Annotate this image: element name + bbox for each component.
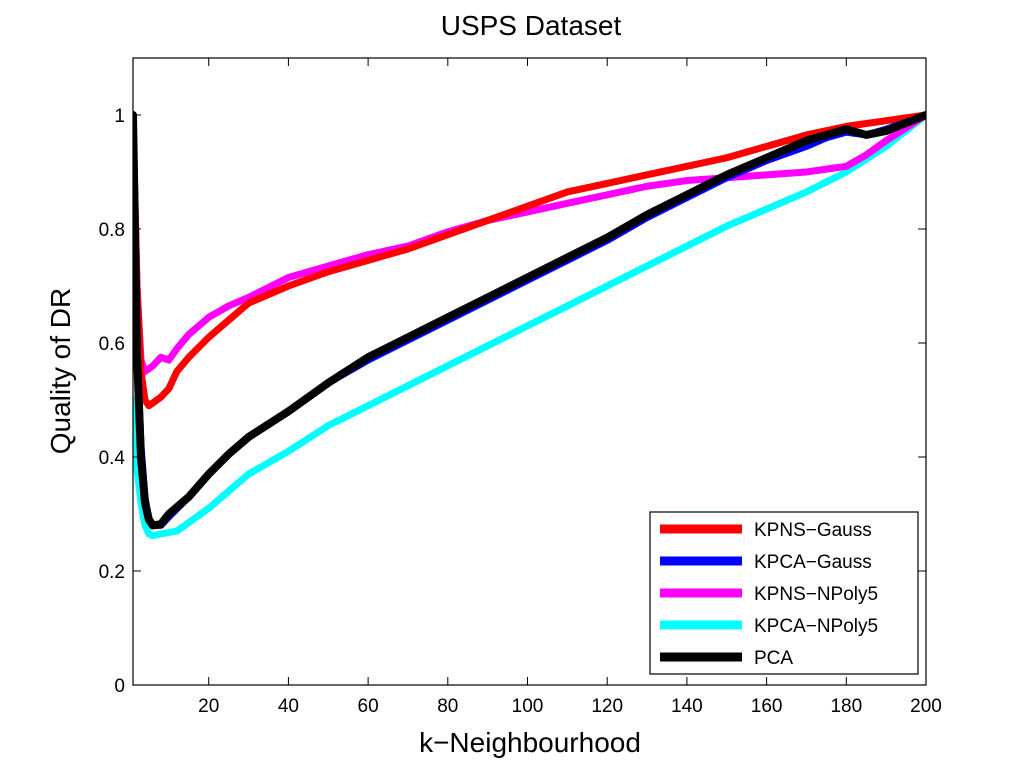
x-tick-label: 180: [830, 696, 862, 717]
x-tick-label: 80: [437, 696, 458, 717]
y-tick-label: 0.6: [99, 334, 125, 355]
y-axis-label: Quality of DR: [45, 288, 76, 455]
x-tick-label: 140: [671, 696, 703, 717]
plot-area: 20 40 60 80 100 120 140 160 180 200 0 0.2 0.4 0.6 0.8 1: [99, 57, 942, 717]
legend-label: KPCA−Gauss: [754, 552, 872, 573]
chart-title: USPS Dataset: [441, 10, 622, 41]
x-tick-label: 200: [910, 696, 942, 717]
legend-label: KPNS−NPoly5: [754, 584, 878, 605]
series-line-4: [133, 111, 926, 530]
x-tick-label: 40: [278, 696, 299, 717]
x-tick-label: 20: [198, 696, 219, 717]
y-tick-label: 1: [114, 106, 125, 127]
y-tick-label: 0.8: [99, 220, 125, 241]
legend: KPNS−Gauss KPCA−Gauss KPNS−NPoly5 KPCA−NPol…: [649, 511, 919, 675]
legend-label: PCA: [754, 648, 793, 669]
series-line-0: [133, 111, 926, 410]
x-tick-label: 100: [512, 696, 544, 717]
legend-label: KPNS−Gauss: [754, 520, 872, 541]
x-tick-label: 120: [591, 696, 623, 717]
series-layer: [133, 111, 926, 540]
tick-layer: 20 40 60 80 100 120 140 160 180 200 0 0.2 0.4 0.6 0.8 1: [99, 58, 942, 717]
axes-frame: [132, 57, 927, 686]
y-tick-label: 0.4: [99, 448, 126, 469]
x-tick-label: 160: [751, 696, 783, 717]
legend-entries: KPNS−Gauss KPCA−Gauss KPNS−NPoly5 KPCA−NPol…: [660, 520, 878, 669]
x-tick-label: 60: [358, 696, 379, 717]
y-tick-label: 0: [114, 676, 125, 697]
x-axis-label: k−Neighbourhood: [419, 727, 641, 758]
y-tick-label: 0.2: [99, 562, 125, 583]
legend-label: KPCA−NPoly5: [754, 616, 878, 637]
series-line-3: [133, 111, 926, 540]
